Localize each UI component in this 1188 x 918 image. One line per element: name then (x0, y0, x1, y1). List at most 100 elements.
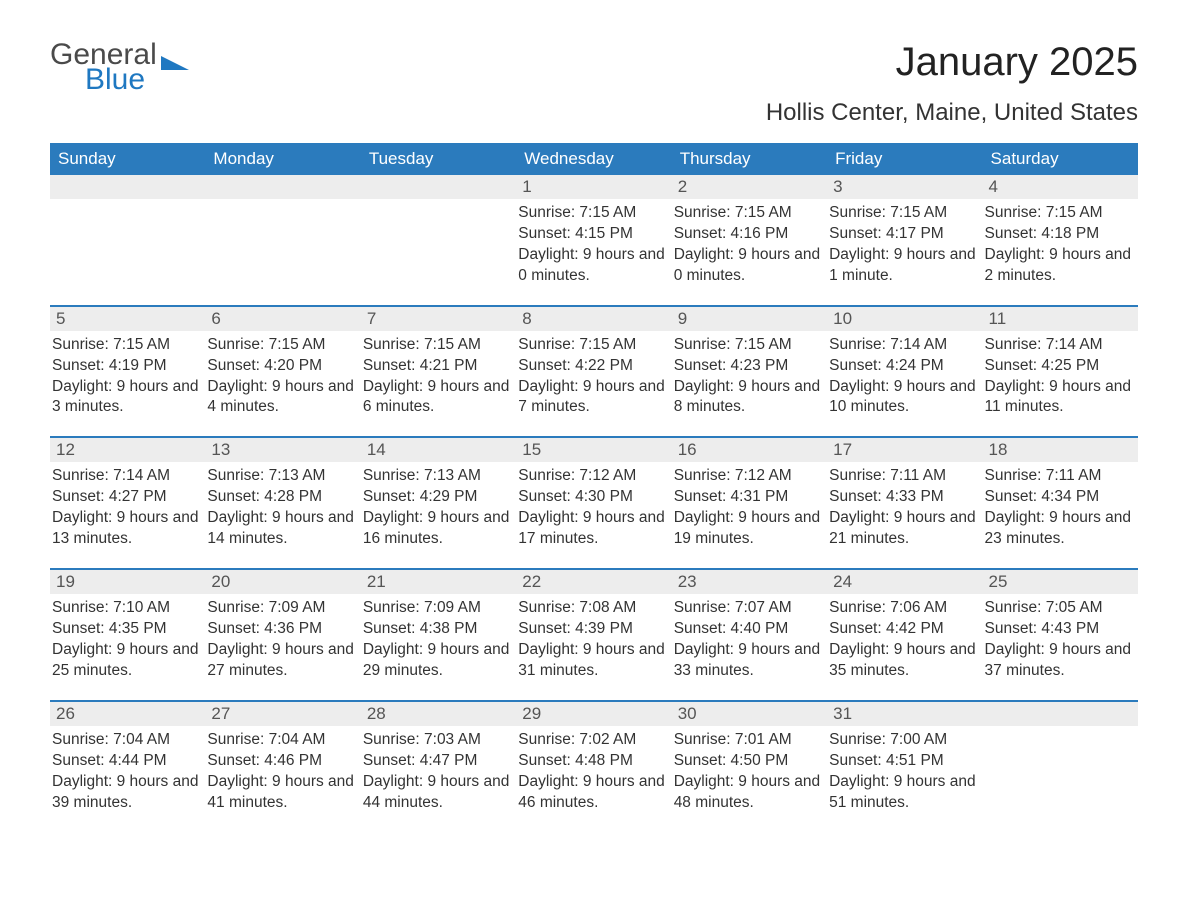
day-number-cell: 4 (983, 175, 1138, 199)
daylight-line: Daylight: 9 hours and 23 minutes. (985, 508, 1132, 550)
day-number-cell: 24 (827, 570, 982, 594)
day-number-cell: 6 (205, 307, 360, 331)
day-data-cell (50, 199, 205, 306)
day-number-cell: 20 (205, 570, 360, 594)
sunrise-line: Sunrise: 7:13 AM (207, 466, 354, 487)
day-number-row: 1234 (50, 175, 1138, 199)
sunset-line: Sunset: 4:21 PM (363, 356, 510, 377)
daylight-line: Daylight: 9 hours and 19 minutes. (674, 508, 821, 550)
sunset-line: Sunset: 4:16 PM (674, 224, 821, 245)
day-number-cell: 21 (361, 570, 516, 594)
day-data-cell: Sunrise: 7:13 AMSunset: 4:29 PMDaylight:… (361, 462, 516, 569)
day-number-cell: 26 (50, 702, 205, 726)
day-number-cell: 25 (983, 570, 1138, 594)
sunset-line: Sunset: 4:15 PM (518, 224, 665, 245)
day-number-cell: 23 (672, 570, 827, 594)
day-data-cell: Sunrise: 7:15 AMSunset: 4:18 PMDaylight:… (983, 199, 1138, 306)
sunset-line: Sunset: 4:23 PM (674, 356, 821, 377)
sunset-line: Sunset: 4:50 PM (674, 751, 821, 772)
logo: General Blue (50, 40, 189, 95)
header: General Blue January 2025 Hollis Center,… (50, 40, 1138, 127)
day-number-cell: 5 (50, 307, 205, 331)
day-data-cell: Sunrise: 7:09 AMSunset: 4:38 PMDaylight:… (361, 594, 516, 701)
daylight-line: Daylight: 9 hours and 6 minutes. (363, 377, 510, 419)
sunrise-line: Sunrise: 7:06 AM (829, 598, 976, 619)
day-data-cell: Sunrise: 7:15 AMSunset: 4:17 PMDaylight:… (827, 199, 982, 306)
sunset-line: Sunset: 4:42 PM (829, 619, 976, 640)
daylight-line: Daylight: 9 hours and 35 minutes. (829, 640, 976, 682)
daylight-line: Daylight: 9 hours and 29 minutes. (363, 640, 510, 682)
sunset-line: Sunset: 4:35 PM (52, 619, 199, 640)
day-data-row: Sunrise: 7:10 AMSunset: 4:35 PMDaylight:… (50, 594, 1138, 701)
sunset-line: Sunset: 4:18 PM (985, 224, 1132, 245)
sunrise-line: Sunrise: 7:08 AM (518, 598, 665, 619)
day-number-cell (983, 702, 1138, 726)
day-data-cell: Sunrise: 7:08 AMSunset: 4:39 PMDaylight:… (516, 594, 671, 701)
sunrise-line: Sunrise: 7:09 AM (207, 598, 354, 619)
sunset-line: Sunset: 4:48 PM (518, 751, 665, 772)
logo-text-blue: Blue (85, 65, 189, 95)
day-number-cell: 18 (983, 438, 1138, 462)
daylight-line: Daylight: 9 hours and 39 minutes. (52, 772, 199, 814)
day-data-cell: Sunrise: 7:03 AMSunset: 4:47 PMDaylight:… (361, 726, 516, 832)
day-data-cell: Sunrise: 7:04 AMSunset: 4:44 PMDaylight:… (50, 726, 205, 832)
sunrise-line: Sunrise: 7:15 AM (518, 203, 665, 224)
day-data-cell: Sunrise: 7:14 AMSunset: 4:24 PMDaylight:… (827, 331, 982, 438)
daylight-line: Daylight: 9 hours and 48 minutes. (674, 772, 821, 814)
sunrise-line: Sunrise: 7:15 AM (52, 335, 199, 356)
day-data-cell: Sunrise: 7:07 AMSunset: 4:40 PMDaylight:… (672, 594, 827, 701)
daylight-line: Daylight: 9 hours and 3 minutes. (52, 377, 199, 419)
daylight-line: Daylight: 9 hours and 11 minutes. (985, 377, 1132, 419)
sunset-line: Sunset: 4:40 PM (674, 619, 821, 640)
month-title: January 2025 (766, 40, 1138, 85)
day-data-cell: Sunrise: 7:15 AMSunset: 4:22 PMDaylight:… (516, 331, 671, 438)
sunrise-line: Sunrise: 7:15 AM (674, 335, 821, 356)
daylight-line: Daylight: 9 hours and 13 minutes. (52, 508, 199, 550)
day-header: Monday (205, 143, 360, 175)
sunset-line: Sunset: 4:30 PM (518, 487, 665, 508)
day-number-row: 262728293031 (50, 702, 1138, 726)
sunrise-line: Sunrise: 7:01 AM (674, 730, 821, 751)
sunset-line: Sunset: 4:22 PM (518, 356, 665, 377)
day-header: Wednesday (516, 143, 671, 175)
sunset-line: Sunset: 4:29 PM (363, 487, 510, 508)
day-data-cell: Sunrise: 7:04 AMSunset: 4:46 PMDaylight:… (205, 726, 360, 832)
day-data-cell: Sunrise: 7:09 AMSunset: 4:36 PMDaylight:… (205, 594, 360, 701)
day-number-cell: 15 (516, 438, 671, 462)
daylight-line: Daylight: 9 hours and 0 minutes. (674, 245, 821, 287)
daylight-line: Daylight: 9 hours and 0 minutes. (518, 245, 665, 287)
day-number-cell: 10 (827, 307, 982, 331)
day-data-cell: Sunrise: 7:11 AMSunset: 4:34 PMDaylight:… (983, 462, 1138, 569)
daylight-line: Daylight: 9 hours and 8 minutes. (674, 377, 821, 419)
day-header: Tuesday (361, 143, 516, 175)
day-of-week-row: SundayMondayTuesdayWednesdayThursdayFrid… (50, 143, 1138, 175)
day-number-cell: 7 (361, 307, 516, 331)
daylight-line: Daylight: 9 hours and 7 minutes. (518, 377, 665, 419)
day-number-row: 12131415161718 (50, 438, 1138, 462)
daylight-line: Daylight: 9 hours and 16 minutes. (363, 508, 510, 550)
sunset-line: Sunset: 4:46 PM (207, 751, 354, 772)
day-number-cell: 30 (672, 702, 827, 726)
day-data-cell: Sunrise: 7:15 AMSunset: 4:19 PMDaylight:… (50, 331, 205, 438)
day-number-cell: 8 (516, 307, 671, 331)
daylight-line: Daylight: 9 hours and 17 minutes. (518, 508, 665, 550)
day-number-row: 567891011 (50, 307, 1138, 331)
day-number-cell: 2 (672, 175, 827, 199)
sunrise-line: Sunrise: 7:14 AM (829, 335, 976, 356)
daylight-line: Daylight: 9 hours and 37 minutes. (985, 640, 1132, 682)
sunrise-line: Sunrise: 7:07 AM (674, 598, 821, 619)
day-data-row: Sunrise: 7:15 AMSunset: 4:19 PMDaylight:… (50, 331, 1138, 438)
daylight-line: Daylight: 9 hours and 51 minutes. (829, 772, 976, 814)
daylight-line: Daylight: 9 hours and 21 minutes. (829, 508, 976, 550)
sunrise-line: Sunrise: 7:14 AM (52, 466, 199, 487)
sunset-line: Sunset: 4:47 PM (363, 751, 510, 772)
calendar-table: SundayMondayTuesdayWednesdayThursdayFrid… (50, 143, 1138, 831)
sunset-line: Sunset: 4:31 PM (674, 487, 821, 508)
daylight-line: Daylight: 9 hours and 33 minutes. (674, 640, 821, 682)
day-number-cell: 31 (827, 702, 982, 726)
day-data-cell: Sunrise: 7:01 AMSunset: 4:50 PMDaylight:… (672, 726, 827, 832)
day-number-cell: 19 (50, 570, 205, 594)
day-header: Saturday (983, 143, 1138, 175)
day-number-cell: 27 (205, 702, 360, 726)
day-number-cell: 28 (361, 702, 516, 726)
